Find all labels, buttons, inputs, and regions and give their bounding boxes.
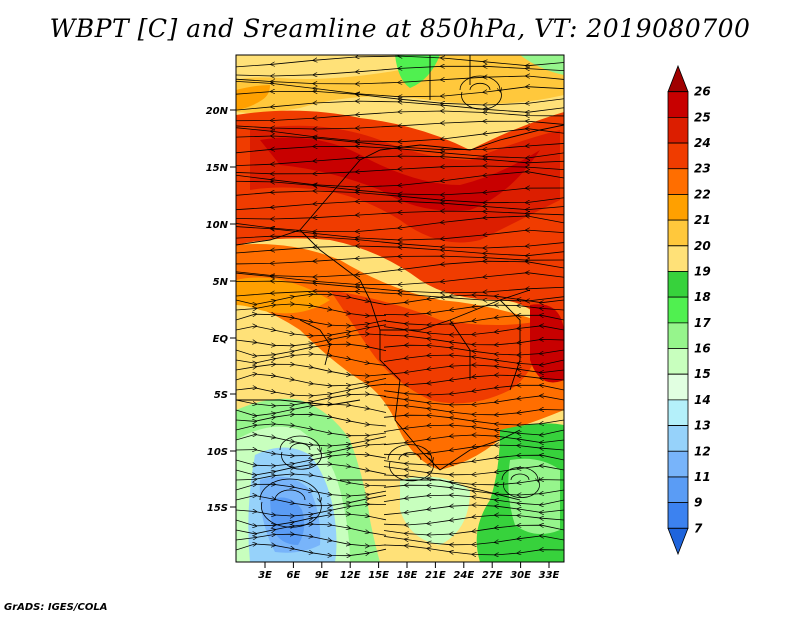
lat-label: EQ (213, 334, 229, 345)
colorbar-label: 17 (694, 316, 711, 330)
lat-label: 15N (206, 163, 229, 174)
colorbar-label: 18 (694, 290, 711, 304)
colorbar-label: 14 (694, 393, 711, 407)
lon-label: 30E (510, 570, 531, 581)
lat-label: 5S (214, 390, 228, 401)
colorbar-segment (667, 64, 689, 93)
lat-label: 5N (213, 277, 229, 288)
colorbar-segment (667, 271, 689, 298)
colorbar-label: 25 (694, 110, 711, 124)
colorbar-label: 16 (694, 342, 711, 356)
lon-label: 33E (539, 570, 560, 581)
colorbar-label: 19 (694, 264, 711, 278)
lat-label: 20N (206, 106, 229, 117)
colorbar-label: 9 (694, 496, 702, 510)
colorbar-segment (667, 116, 689, 144)
longitude-axis: 3E 6E 9E 12E 15E 18E 21E 24E 27E 30E 33E (258, 562, 560, 581)
colorbar-label: 23 (694, 162, 711, 176)
map-title: WBPT [C] and Sreamline at 850hPa, VT: 20… (49, 14, 751, 43)
country-borders (236, 55, 564, 501)
colorbar-segment (667, 502, 689, 529)
colorbar-segment (667, 194, 689, 221)
colorbar-label: 12 (694, 444, 711, 458)
lat-label: 10N (206, 220, 229, 231)
colorbar-label: 26 (694, 85, 711, 99)
colorbar-segment (667, 219, 689, 247)
colorbar-segment (667, 399, 689, 426)
lon-label: 15E (368, 570, 389, 581)
colorbar: 7 9 11 12 13 14 15 16 17 18 19 20 21 22 23 24 25 26 (667, 64, 711, 556)
lon-label: 21E (425, 570, 446, 581)
colorbar-segment (667, 168, 689, 195)
colorbar-segment (667, 348, 689, 375)
colorbar-label: 11 (694, 470, 711, 484)
lat-label: 15S (207, 503, 228, 514)
colorbar-label: 20 (694, 239, 711, 253)
colorbar-label: 21 (694, 213, 711, 227)
colorbar-segment (667, 91, 689, 118)
grads-credit: GrADS: IGES/COLA (4, 602, 108, 613)
lon-label: 3E (258, 570, 272, 581)
lon-label: 18E (397, 570, 418, 581)
colorbar-segment (667, 142, 689, 170)
lon-label: 27E (482, 570, 503, 581)
streamlines (236, 56, 564, 556)
colorbar-segment (667, 450, 689, 478)
map-frame (235, 54, 565, 563)
colorbar-segment (667, 373, 689, 401)
colorbar-segment (667, 527, 689, 556)
lon-label: 12E (340, 570, 361, 581)
colorbar-label: 13 (694, 419, 711, 433)
latitude-axis: 20N 15N 10N 5N EQ 5S 10S 15S (206, 106, 236, 514)
colorbar-segment (667, 425, 689, 452)
colorbar-label: 22 (694, 187, 711, 201)
colorbar-segment (667, 322, 689, 349)
lon-label: 6E (287, 570, 301, 581)
lat-label: 10S (207, 447, 228, 458)
colorbar-label: 7 (694, 521, 703, 535)
colorbar-segment (667, 245, 689, 272)
colorbar-segment (667, 296, 689, 324)
colorbar-label: 15 (694, 367, 711, 381)
colorbar-label: 24 (694, 136, 711, 150)
lon-label: 24E (453, 570, 474, 581)
colorbar-segment (667, 476, 689, 504)
lon-label: 9E (315, 570, 329, 581)
